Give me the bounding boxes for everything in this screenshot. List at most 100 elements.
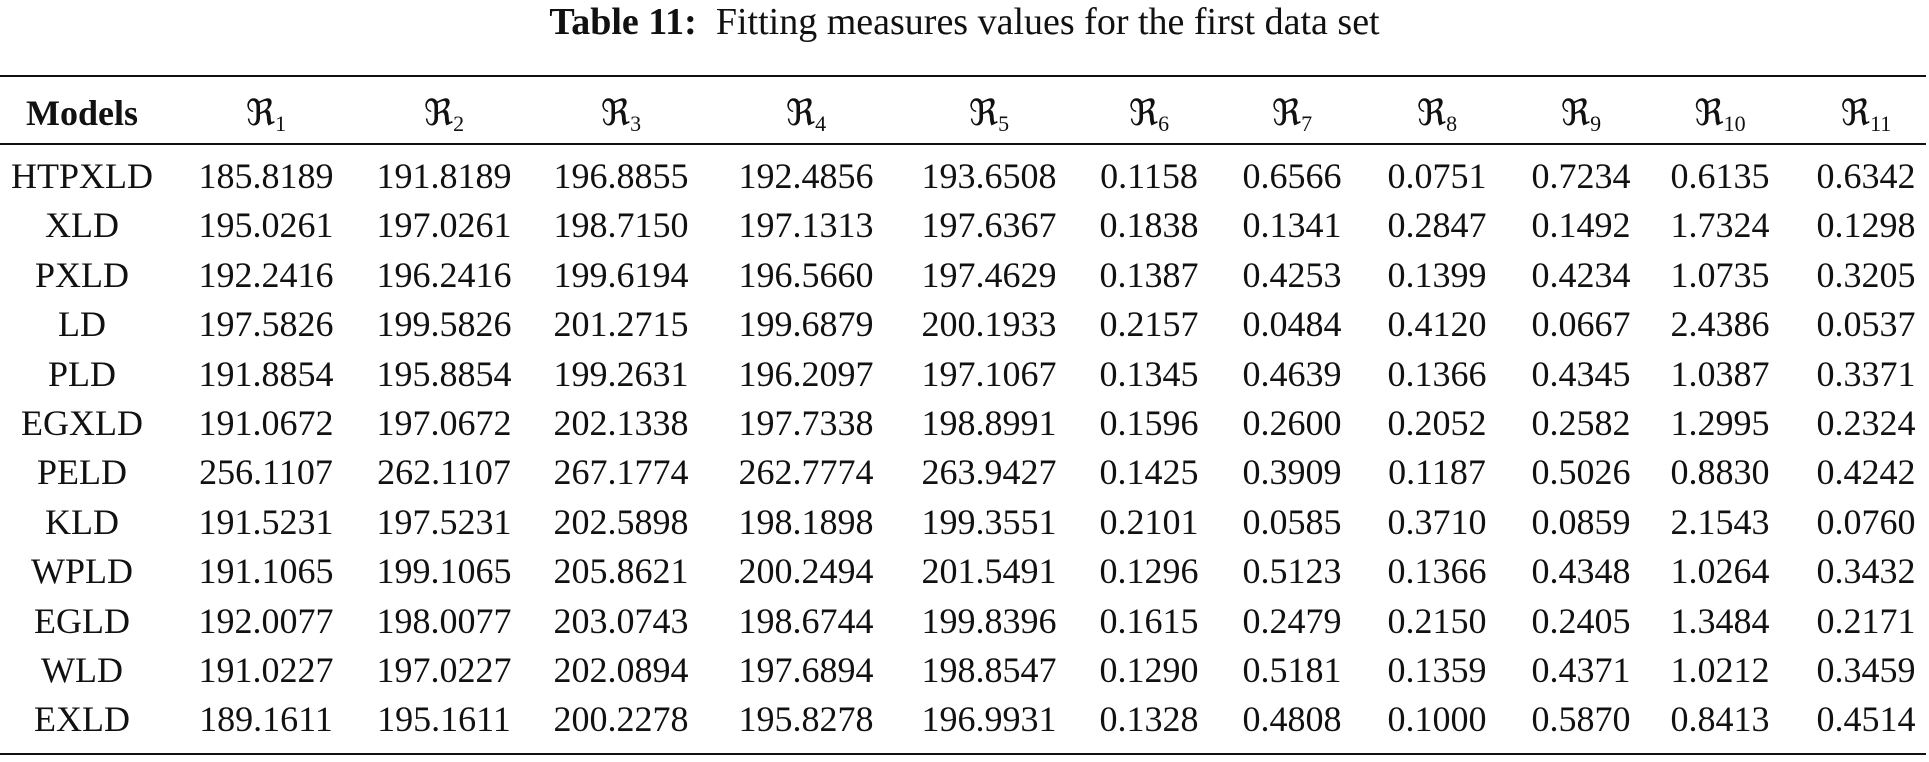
table-cell: 199.8396 bbox=[921, 600, 1057, 641]
table-cell: 198.7150 bbox=[553, 205, 689, 246]
table-cell: 0.5181 bbox=[1242, 650, 1342, 690]
caption-text: Fitting measures values for the first da… bbox=[715, 1, 1380, 43]
table-cell: 200.1933 bbox=[921, 304, 1057, 345]
column-header: ℜ5 bbox=[889, 88, 1089, 138]
table-cell: 0.1399 bbox=[1387, 254, 1487, 295]
header-subscript: 7 bbox=[1301, 111, 1313, 136]
table-cell: 0.4253 bbox=[1242, 254, 1342, 295]
table-cell: 0.2582 bbox=[1531, 403, 1631, 443]
table-cell: 0.5870 bbox=[1531, 699, 1631, 740]
table-cell: 0.3909 bbox=[1242, 452, 1342, 493]
table-cell: 0.1615 bbox=[1099, 600, 1199, 641]
header-subscript: 11 bbox=[1870, 111, 1892, 136]
table-cell: 262.7774 bbox=[738, 452, 874, 493]
table-cell: 0.1296 bbox=[1099, 551, 1199, 592]
table-cell: 0.4234 bbox=[1531, 254, 1631, 295]
table-cell: 1.3484 bbox=[1670, 600, 1770, 641]
column-header: ℜ8 bbox=[1337, 88, 1537, 138]
table-cell: 205.8621 bbox=[553, 551, 689, 592]
table-cell: 1.2995 bbox=[1670, 403, 1770, 443]
table-cell: 200.2494 bbox=[738, 551, 874, 592]
header-subscript: 9 bbox=[1590, 111, 1602, 136]
table-cell: 0.1345 bbox=[1099, 353, 1199, 394]
table-cell: 0.6566 bbox=[1242, 156, 1342, 196]
table-cell: 1.0735 bbox=[1670, 254, 1770, 295]
table-cell: 202.0894 bbox=[553, 650, 689, 690]
header-subscript: 1 bbox=[275, 111, 287, 136]
table-cell: 197.0227 bbox=[376, 650, 512, 690]
table-cell: 0.0667 bbox=[1531, 304, 1631, 345]
table-cell: 198.8991 bbox=[921, 403, 1057, 443]
table-cell: 0.1158 bbox=[1100, 156, 1198, 196]
table-cell: 0.5123 bbox=[1242, 551, 1342, 592]
table-cell: 1.0264 bbox=[1670, 551, 1770, 592]
table-cell: 196.8855 bbox=[553, 156, 689, 196]
table-cell: 0.3371 bbox=[1816, 353, 1916, 394]
table-cell: 1.7324 bbox=[1670, 205, 1770, 246]
table-cell: 200.2278 bbox=[553, 699, 689, 740]
table-cell: 199.3551 bbox=[921, 501, 1057, 542]
table-cell: 0.3459 bbox=[1816, 650, 1916, 690]
column-header: ℜ2 bbox=[344, 88, 544, 138]
header-symbol: ℜ bbox=[1416, 93, 1447, 133]
model-name: EXLD bbox=[34, 699, 130, 740]
table-cell: 0.1387 bbox=[1099, 254, 1199, 295]
table-cell: 0.0760 bbox=[1816, 501, 1916, 542]
table-cell: 1.0387 bbox=[1670, 353, 1770, 394]
table-cell: 197.5826 bbox=[198, 304, 334, 345]
table-cell: 267.1774 bbox=[553, 452, 689, 493]
table-cell: 0.1290 bbox=[1099, 650, 1199, 690]
model-name: KLD bbox=[45, 501, 119, 542]
model-name: EGXLD bbox=[21, 403, 143, 443]
column-header: ℜ7 bbox=[1192, 88, 1392, 138]
table-cell: 189.1611 bbox=[199, 699, 333, 740]
header-subscript: 6 bbox=[1158, 111, 1170, 136]
table-cell: 203.0743 bbox=[553, 600, 689, 641]
table-cell: 197.6367 bbox=[921, 205, 1057, 246]
table-cell: 0.8830 bbox=[1670, 452, 1770, 493]
header-subscript: 10 bbox=[1723, 111, 1746, 136]
table-cell: 262.1107 bbox=[377, 452, 511, 493]
table-cell: 0.4514 bbox=[1816, 699, 1916, 740]
table-cell: 0.2847 bbox=[1387, 205, 1487, 246]
table-cell: 197.4629 bbox=[921, 254, 1057, 295]
table-cell: 0.2101 bbox=[1099, 501, 1199, 542]
header-symbol: ℜ bbox=[423, 93, 454, 133]
header-symbol: ℜ bbox=[1128, 93, 1159, 133]
header-rule bbox=[0, 143, 1926, 145]
model-name: LD bbox=[58, 304, 106, 345]
table-cell: 195.8854 bbox=[376, 353, 512, 394]
table-cell: 197.7338 bbox=[738, 403, 874, 443]
table-cell: 1.0212 bbox=[1670, 650, 1770, 690]
table-cell: 0.2171 bbox=[1816, 600, 1916, 641]
table-cell: 0.1596 bbox=[1099, 403, 1199, 443]
table-cell: 191.8189 bbox=[376, 156, 512, 196]
table-cell: 0.0537 bbox=[1816, 304, 1916, 345]
table-cell: 195.8278 bbox=[738, 699, 874, 740]
header-subscript: 2 bbox=[453, 111, 465, 136]
column-header: ℜ11 bbox=[1766, 88, 1929, 138]
table-cell: 0.2600 bbox=[1242, 403, 1342, 443]
column-header: ℜ6 bbox=[1049, 88, 1249, 138]
table-cell: 0.5026 bbox=[1531, 452, 1631, 493]
table-cell: 0.0751 bbox=[1387, 156, 1487, 196]
model-name: WLD bbox=[41, 650, 123, 690]
header-symbol: ℜ bbox=[968, 93, 999, 133]
table-cell: 196.2416 bbox=[376, 254, 512, 295]
model-name: EGLD bbox=[34, 600, 130, 641]
table-cell: 192.0077 bbox=[198, 600, 334, 641]
table-cell: 0.4345 bbox=[1531, 353, 1631, 394]
table-cell: 195.0261 bbox=[198, 205, 334, 246]
table-cell: 0.4242 bbox=[1816, 452, 1916, 493]
table-cell: 2.1543 bbox=[1670, 501, 1770, 542]
table-cell: 2.4386 bbox=[1670, 304, 1770, 345]
table-cell: 0.0585 bbox=[1242, 501, 1342, 542]
model-name: WPLD bbox=[31, 551, 133, 592]
column-header: ℜ10 bbox=[1620, 88, 1820, 138]
top-rule bbox=[0, 75, 1926, 77]
model-name: XLD bbox=[45, 205, 119, 246]
model-name: PXLD bbox=[34, 254, 129, 295]
table-caption: Table 11: Fitting measures values for th… bbox=[0, 0, 1929, 44]
header-symbol: ℜ bbox=[1694, 93, 1724, 133]
header-subscript: 5 bbox=[998, 111, 1010, 136]
